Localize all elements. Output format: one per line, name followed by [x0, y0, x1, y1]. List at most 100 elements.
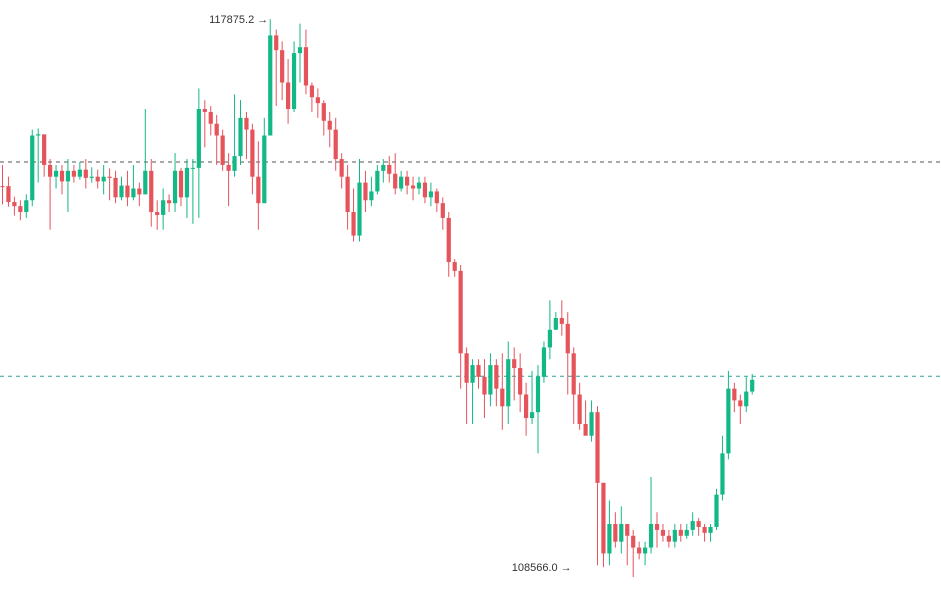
candle-body — [42, 134, 47, 165]
candle-1 — [6, 176, 11, 207]
candle-body — [690, 521, 695, 530]
candle-body — [77, 169, 82, 177]
candle-body — [565, 323, 570, 354]
candle-16 — [95, 169, 100, 189]
candle-body — [280, 50, 285, 83]
candle-body — [291, 53, 297, 110]
candle-87 — [518, 353, 523, 413]
candle-body — [434, 191, 439, 204]
candle-4 — [24, 194, 29, 218]
candle-body — [601, 482, 606, 554]
candle-68 — [405, 170, 410, 195]
candle-44 — [262, 117, 267, 204]
candle-80 — [476, 359, 481, 389]
candle-9 — [53, 164, 59, 189]
candle-body — [678, 529, 683, 536]
candle-113 — [672, 524, 677, 548]
candle-body — [470, 365, 475, 383]
candle-body — [161, 200, 166, 215]
candle-body — [559, 317, 564, 324]
candle-body — [6, 186, 11, 203]
candle-64 — [381, 159, 386, 183]
candle-22 — [131, 164, 136, 201]
candle-109 — [648, 476, 654, 554]
candle-body — [619, 524, 624, 542]
candle-125 — [744, 376, 749, 413]
candle-85 — [506, 341, 511, 424]
candle-111 — [660, 524, 666, 542]
candle-76 — [452, 259, 457, 277]
candle-body — [464, 353, 469, 383]
candle-72 — [428, 182, 433, 207]
candle-70 — [416, 176, 422, 195]
candle-122 — [726, 370, 731, 460]
candle-50 — [297, 23, 303, 83]
candle-body — [125, 185, 130, 198]
candle-93 — [553, 312, 558, 330]
candle-13 — [77, 161, 82, 180]
candle-body — [119, 185, 124, 198]
candle-body — [65, 170, 71, 182]
candle-body — [476, 365, 481, 377]
candle-89 — [529, 370, 535, 424]
candle-31 — [184, 159, 190, 218]
candle-body — [750, 379, 755, 392]
candle-71 — [422, 176, 428, 204]
candle-body — [410, 185, 416, 189]
candle-119 — [708, 524, 713, 542]
candle-body — [660, 529, 666, 536]
candle-body — [202, 109, 207, 112]
candle-92 — [547, 300, 552, 360]
candle-body — [178, 170, 184, 198]
candle-123 — [732, 382, 737, 413]
candle-86 — [512, 347, 517, 401]
candle-body — [452, 262, 457, 271]
candle-3 — [18, 200, 23, 221]
candle-66 — [393, 153, 398, 195]
candle-2 — [12, 196, 17, 216]
candle-body — [190, 167, 195, 169]
candle-15 — [89, 167, 94, 183]
candle-43 — [256, 141, 261, 230]
candle-body — [506, 359, 511, 407]
candle-117 — [696, 518, 701, 536]
candle-body — [327, 120, 332, 130]
candle-106 — [631, 529, 636, 577]
candle-body — [720, 453, 725, 495]
candle-77 — [458, 265, 463, 389]
candle-126 — [750, 373, 755, 395]
candle-body — [738, 400, 743, 407]
candle-56 — [333, 117, 338, 171]
candle-46 — [274, 29, 279, 107]
candle-60 — [357, 159, 362, 242]
candle-body — [428, 191, 433, 198]
candle-body — [494, 365, 499, 389]
candle-body — [12, 202, 17, 207]
candle-body — [714, 494, 719, 527]
candle-23 — [137, 182, 142, 207]
candle-95 — [565, 312, 570, 395]
candle-body — [101, 176, 106, 182]
candle-body — [321, 103, 326, 121]
candle-17 — [101, 164, 106, 195]
candle-body — [238, 117, 243, 157]
candle-body — [274, 35, 279, 51]
candle-body — [446, 217, 451, 263]
candle-52 — [309, 82, 314, 112]
candle-75 — [446, 212, 451, 277]
candle-96 — [571, 347, 576, 424]
candle-body — [375, 170, 380, 192]
candle-body — [732, 388, 737, 401]
candle-body — [232, 156, 237, 171]
candle-53 — [315, 88, 320, 118]
candle-118 — [702, 524, 707, 542]
candle-body — [744, 391, 749, 407]
candle-body — [381, 164, 386, 171]
candle-body — [149, 170, 154, 213]
candle-body — [631, 535, 636, 548]
candle-body — [89, 176, 94, 178]
high-price-annotation: 117875.2 → — [209, 14, 268, 26]
candle-34 — [202, 100, 207, 148]
candle-62 — [369, 176, 374, 207]
